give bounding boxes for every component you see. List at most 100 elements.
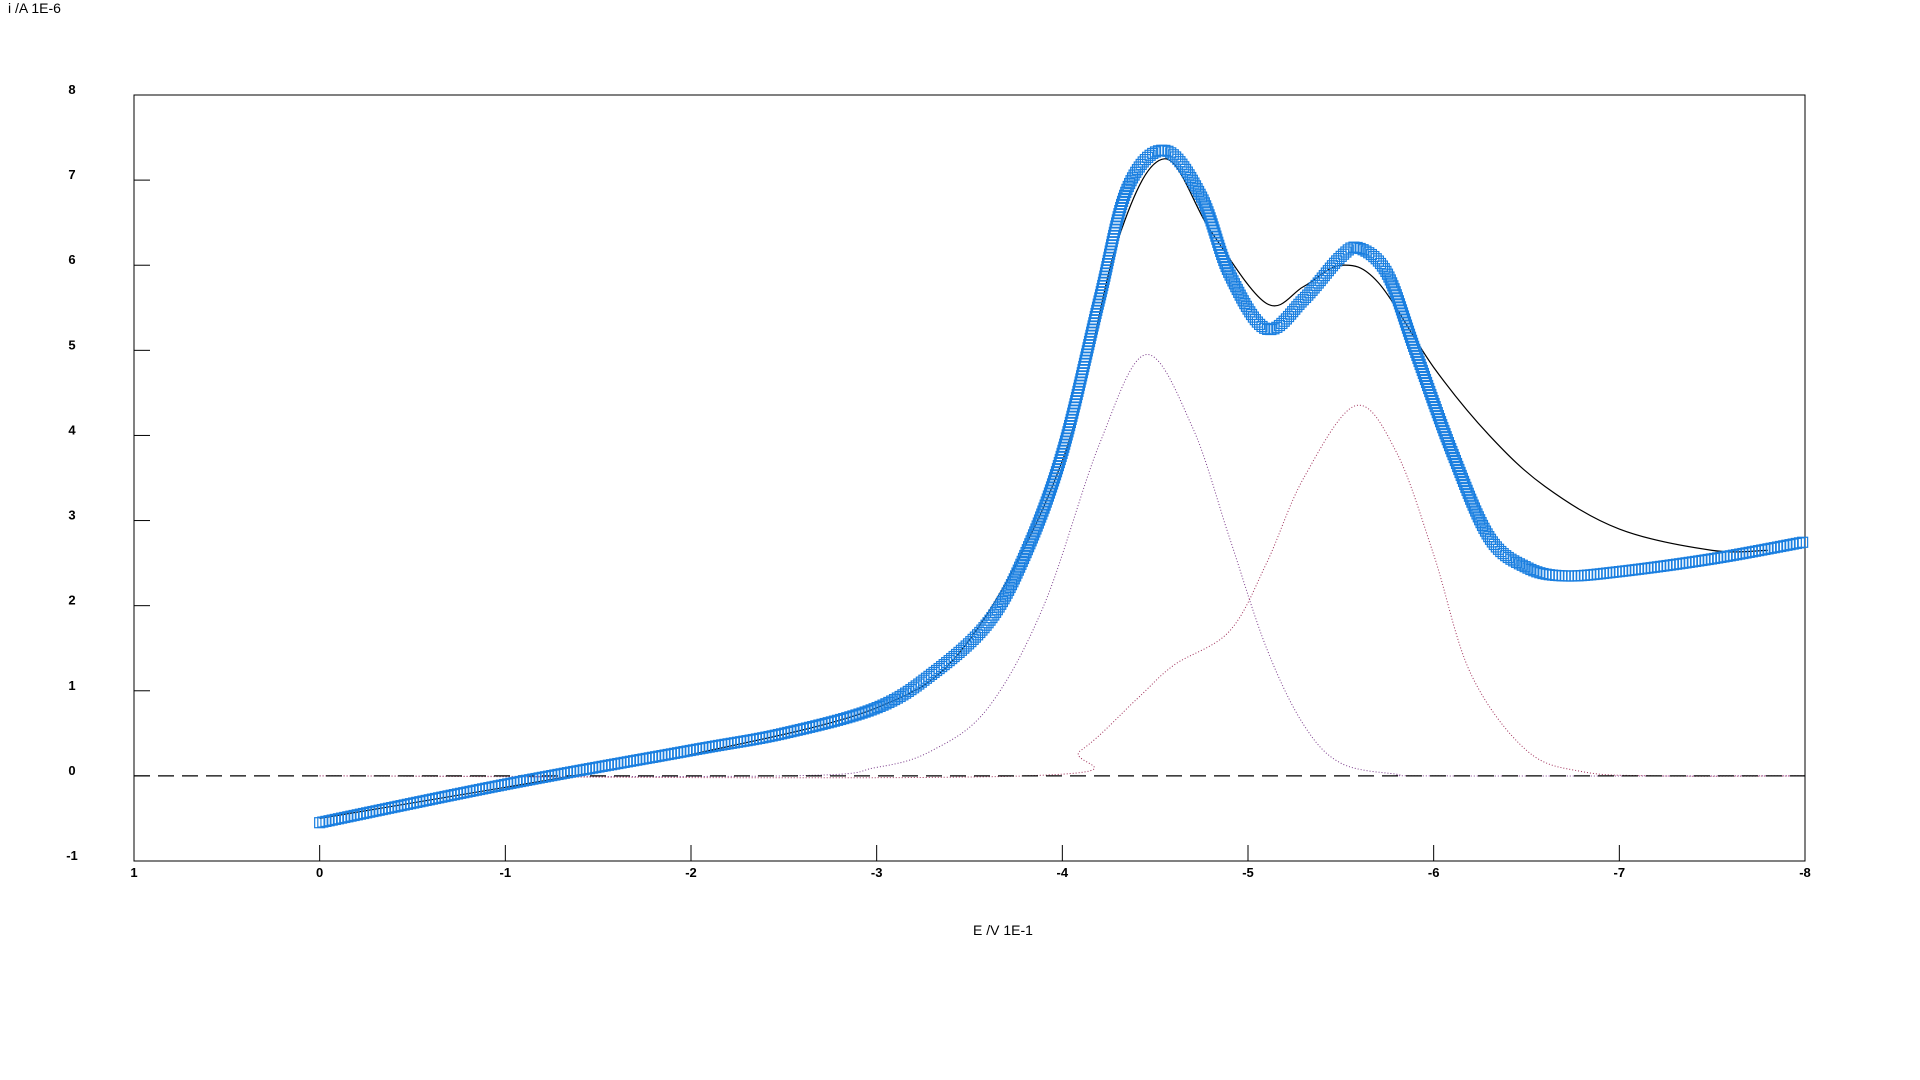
y-axis-title: i /A 1E-6 bbox=[8, 0, 61, 16]
measured-point bbox=[1470, 505, 1482, 517]
measured-point bbox=[1219, 257, 1231, 270]
measured-point bbox=[1256, 320, 1268, 333]
measured-point bbox=[838, 713, 850, 725]
measured-point bbox=[847, 710, 859, 722]
y-tick-label: 5 bbox=[68, 337, 75, 352]
measured-point bbox=[1575, 570, 1587, 582]
measured-point bbox=[361, 807, 373, 819]
measured-point bbox=[1443, 440, 1456, 452]
measured-point bbox=[1030, 523, 1042, 535]
measured-point bbox=[1064, 419, 1076, 432]
measured-point bbox=[1049, 469, 1062, 481]
measured-point bbox=[1639, 562, 1651, 575]
measured-point bbox=[1462, 487, 1474, 499]
measured-point bbox=[1447, 448, 1459, 461]
measured-point bbox=[813, 719, 825, 731]
measured-point bbox=[320, 815, 332, 827]
measured-point bbox=[1516, 559, 1528, 571]
measured-point bbox=[1402, 325, 1415, 337]
measured-point bbox=[1042, 490, 1054, 502]
measured-point bbox=[1221, 263, 1234, 275]
measured-point bbox=[1216, 248, 1228, 261]
measured-point bbox=[859, 706, 871, 718]
measured-point bbox=[1108, 229, 1120, 242]
measured-point bbox=[1428, 397, 1440, 410]
measured-point bbox=[1058, 441, 1070, 453]
measured-point bbox=[1508, 555, 1520, 567]
measured-point bbox=[376, 803, 388, 816]
measured-point bbox=[1037, 505, 1049, 517]
measured-point bbox=[1422, 379, 1434, 392]
measured-point bbox=[329, 813, 341, 826]
peak-1-line bbox=[319, 354, 1806, 778]
measured-point bbox=[1212, 236, 1224, 248]
measured-point bbox=[1230, 281, 1242, 293]
measured-point bbox=[1559, 570, 1571, 582]
measured-point bbox=[1091, 304, 1103, 316]
measured-point bbox=[1265, 323, 1277, 336]
measured-point bbox=[1215, 245, 1227, 257]
measured-point bbox=[880, 698, 892, 710]
measured-point bbox=[1029, 526, 1041, 538]
measured-point bbox=[1588, 568, 1600, 581]
measured-point bbox=[323, 815, 335, 827]
measured-point bbox=[1418, 370, 1431, 383]
measured-point bbox=[1039, 499, 1051, 511]
measured-point bbox=[1113, 208, 1125, 220]
measured-point bbox=[1213, 239, 1225, 251]
measured-point bbox=[1597, 567, 1610, 580]
y-tick-label: 6 bbox=[68, 252, 75, 267]
measured-point bbox=[1450, 457, 1463, 470]
measured-point bbox=[1025, 535, 1037, 547]
measured-point bbox=[1394, 301, 1407, 313]
measured-point bbox=[1463, 490, 1476, 502]
measured-point bbox=[1065, 413, 1077, 425]
measured-point bbox=[357, 807, 370, 820]
measured-point bbox=[1617, 565, 1629, 577]
measured-point bbox=[1041, 493, 1053, 505]
measured-point bbox=[1228, 278, 1240, 290]
measured-point bbox=[1220, 260, 1232, 273]
measured-point bbox=[1008, 573, 1020, 585]
peak-2-line bbox=[319, 404, 1806, 779]
measured-point bbox=[862, 705, 874, 717]
measured-point bbox=[1101, 261, 1113, 273]
measured-point bbox=[1027, 529, 1040, 541]
measured-point bbox=[1423, 382, 1435, 395]
measured-point bbox=[1002, 584, 1015, 596]
measured-point bbox=[822, 717, 834, 729]
measured-point bbox=[1632, 563, 1645, 575]
measured-point bbox=[825, 716, 837, 728]
y-tick-label: 4 bbox=[68, 422, 76, 437]
measured-point bbox=[332, 813, 345, 825]
measured-point bbox=[1610, 566, 1622, 578]
measured-point bbox=[1111, 214, 1123, 226]
measured-point bbox=[819, 717, 831, 730]
measured-point bbox=[1467, 499, 1479, 511]
measured-point bbox=[1465, 493, 1477, 505]
measured-point bbox=[1217, 251, 1229, 264]
measured-point bbox=[1613, 566, 1626, 578]
measured-point bbox=[1430, 404, 1442, 416]
measured-point bbox=[1070, 392, 1083, 404]
measured-point bbox=[1513, 558, 1526, 570]
measured-point bbox=[1100, 264, 1112, 276]
measured-point bbox=[1425, 388, 1437, 401]
x-tick-label: -2 bbox=[685, 865, 697, 880]
measured-point bbox=[844, 711, 856, 723]
measured-point bbox=[1078, 360, 1090, 373]
measured-point bbox=[1411, 349, 1423, 361]
measured-point bbox=[1522, 562, 1534, 574]
measured-point bbox=[1525, 563, 1537, 576]
measured-point bbox=[835, 713, 847, 726]
measured-point bbox=[1011, 567, 1023, 579]
measured-point bbox=[326, 814, 338, 826]
measured-point bbox=[1434, 416, 1447, 428]
measured-point bbox=[1075, 373, 1087, 385]
measured-point bbox=[791, 724, 803, 736]
measured-point bbox=[1466, 496, 1478, 508]
measured-point bbox=[1388, 283, 1400, 295]
measured-point bbox=[1259, 322, 1271, 334]
measured-point bbox=[763, 730, 775, 743]
